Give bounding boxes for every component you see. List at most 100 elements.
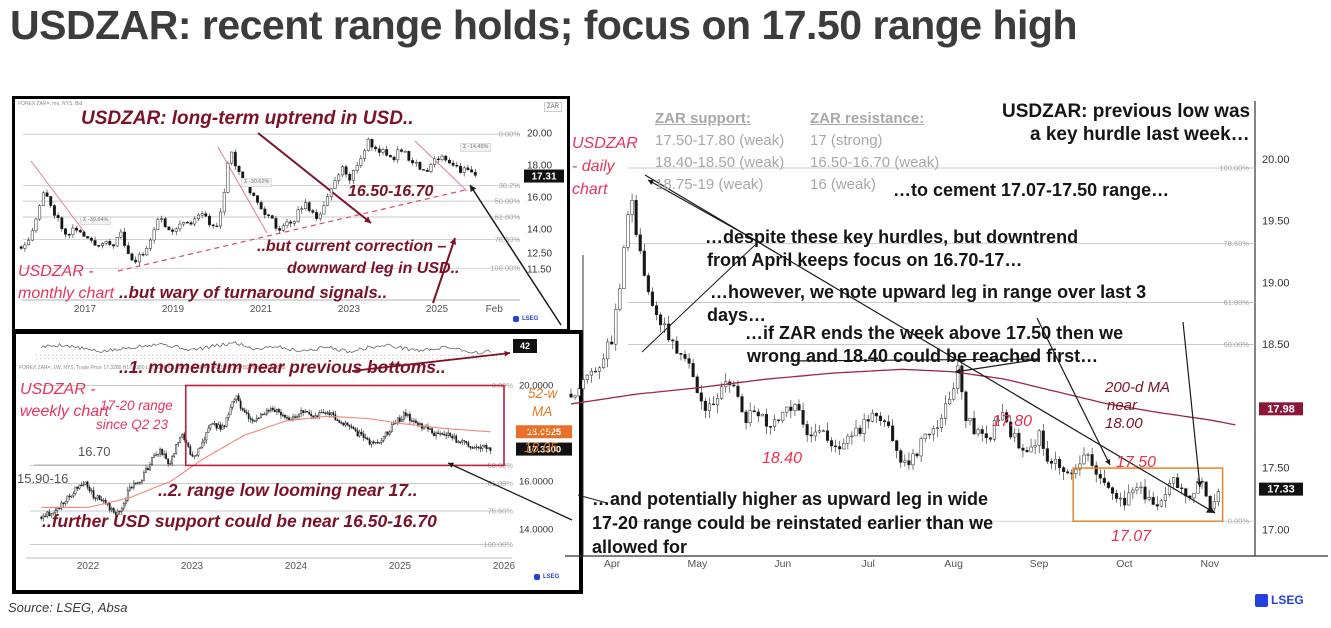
y-axis-tick: 14.00 (527, 225, 552, 236)
monthly-chart-label-line1: USDZAR - (18, 263, 94, 280)
weekly-annotation-range-line2: since Q2 23 (96, 417, 169, 432)
fib-label: 100.00% (490, 264, 520, 273)
lseg-glyph-icon (534, 574, 540, 580)
y-axis-tick: 20.0000 (519, 381, 553, 392)
y-axis-tick: 20.00 (1262, 154, 1290, 166)
currency-chip: ZAR (544, 102, 562, 112)
momentum-line (40, 341, 491, 355)
daily-annotation-however-line2: days… (707, 305, 767, 325)
x-axis-tick: 2022 (77, 561, 100, 572)
weekly-annotation-support: ..further USD support could be near 16.5… (42, 511, 437, 531)
monthly-annotation-correction-line2: downward leg in USD.. (287, 260, 460, 277)
monthly-annotation-range: 16.50-16.70 (348, 183, 434, 200)
weekly-level-1590: 15.90-16 (17, 471, 69, 486)
zar-support-header: ZAR support: (655, 110, 751, 127)
fib-label: 78.60% (1224, 239, 1250, 248)
monthly-chart-label-line2: monthly chart (18, 285, 115, 302)
fib-label: 100.00% (1219, 164, 1249, 173)
daily-ma-note-line3: 18.00 (1105, 415, 1143, 432)
x-axis-tick: 2025 (426, 304, 449, 315)
weekly-ma-note-line4: 18.05 (524, 440, 558, 455)
candles (569, 193, 1220, 512)
y-axis-tick: 20.00 (527, 129, 552, 140)
y-axis-tick: 17.50 (1262, 463, 1290, 475)
weekly-ma-legend: MA (52, close) 18.0525 (234, 365, 286, 371)
lseg-logo-small: LSEG (534, 574, 559, 580)
price-markers: 18.0525 17.3300 (516, 425, 572, 456)
y-axis-tick: 17.00 (1262, 524, 1290, 536)
moving-average-line (570, 368, 1236, 426)
zar-support-row: 17.50-17.80 (weak) (655, 132, 785, 149)
lseg-glyph-icon (513, 316, 519, 322)
daily-annotation-higher-line1: …and potentially higher as upward leg in… (592, 489, 989, 509)
weekly-candlestick-chart: 0.00%50.00%61.80%78.60%100.00%2022 2023 20… (26, 341, 573, 572)
y-axis: 20.0000 16.0000 14.0000 (519, 381, 553, 536)
weekly-ma-note-line2: MA (532, 404, 553, 419)
range-box (1072, 467, 1224, 522)
x-axis: Apr May Jun Jul Aug Sep Oct Nov (604, 558, 1220, 570)
y-axis-tick: 18.00 (527, 161, 552, 172)
zar-support-table: ZAR support: 17.50-17.80 (weak) 18.40-18… (655, 108, 784, 196)
monthly-annotation-wary: ..but wary of turnaround signals.. (119, 283, 388, 302)
fib-stat-chip: Σ -30.62% (241, 178, 273, 187)
monthly-annotation-correction-line1: ..but current correction – (257, 238, 447, 255)
zar-support-row: 18.40-18.50 (weak) (655, 154, 785, 171)
daily-level-1840: 18.40 (762, 450, 803, 467)
daily-annotation-cement: …to cement 17.07-17.50 range… (893, 180, 1170, 200)
x-axis-tick: 2026 (493, 561, 516, 572)
fib-label: 78.60% (488, 507, 514, 516)
moving-average-line (41, 415, 491, 508)
daily-level-1780: 17.80 (992, 413, 1033, 430)
x-axis-tick: Jun (774, 558, 791, 570)
fib-label: 61.80% (488, 479, 514, 488)
fib-retracement-lines: 100.00% 78.60% 61.80% 50.00% 0.00% (628, 164, 1255, 526)
daily-annotation-higher-line2: 17-20 range could be reinstated earlier … (592, 513, 994, 533)
y-axis-tick: 19.00 (1262, 277, 1290, 289)
x-axis: 2022 2023 2024 2025 2026 (77, 561, 516, 572)
source-note: Source: LSEG, Absa (8, 600, 128, 615)
y-axis: 20.00 19.50 19.00 18.50 17.50 17.00 (1262, 154, 1290, 536)
y-axis-tick: 18.50 (1262, 339, 1290, 351)
zar-resistance-row: 17 (strong) (810, 132, 883, 149)
daily-annotation-however-line1: …however, we note upward leg in range ov… (710, 282, 1147, 302)
analyst-drawings (351, 350, 573, 521)
x-axis-tick: Aug (944, 558, 963, 570)
daily-annotation-if-line2: wrong and 18.40 could be reached first… (747, 346, 1099, 366)
daily-candlestick-chart: 100.00% 78.60% 61.80% 50.00% 0.00% Apr May Jun J… (565, 101, 1328, 570)
daily-annotation-despite-line1: …despite these key hurdles, but downtren… (705, 227, 1079, 247)
weekly-annotation-range-line1: 17-20 range (100, 398, 173, 413)
y-axis-tick: 19.50 (1262, 216, 1290, 228)
weekly-chart-label-line2: weekly chart (20, 403, 109, 420)
price-markers: 17.31 (524, 169, 564, 183)
candles (19, 137, 477, 266)
price-marker: 17.98 (1267, 403, 1295, 415)
x-axis: 2017 2019 2021 2023 2025 Feb (74, 304, 503, 315)
daily-ma-note-line2: near (1107, 397, 1138, 414)
monthly-chart-panel: 0.00% 38.2% 50.00% 61.80% 78.60% 100.00% 2017 2… (12, 96, 570, 332)
momentum-value-badge: 42 (513, 339, 537, 353)
fib-label: 100.00% (483, 540, 513, 549)
price-marker: 17.3300 (527, 445, 561, 456)
fib-label: 50.00% (1224, 340, 1250, 349)
monthly-annotation-title: USDZAR: long-term uptrend in USD.. (81, 108, 414, 129)
x-axis-tick: Oct (1116, 558, 1132, 570)
y-axis-tick: 16.00 (527, 193, 552, 204)
zar-support-row: 18.75-19 (weak) (655, 176, 764, 193)
x-axis-tick: 2025 (389, 561, 412, 572)
zar-resistance-header: ZAR resistance: (810, 110, 925, 127)
x-axis-tick: 2017 (74, 304, 97, 315)
candles (40, 393, 492, 522)
lseg-logo-small: LSEG (513, 316, 538, 322)
zar-resistance-row: 16 (weak) (810, 176, 876, 193)
range-box (184, 384, 505, 467)
fib-label: 61.80% (495, 213, 521, 222)
analyst-drawings (30, 132, 562, 326)
price-marker: 17.31 (531, 172, 556, 183)
y-axis: 20.00 18.00 16.00 14.00 12.50 11.50 (527, 129, 552, 276)
x-axis-tick: Feb (486, 304, 504, 315)
x-axis-tick: 2023 (338, 304, 361, 315)
weekly-ticker-text: FOREX ZAR=, 1W, NYS, Trade Price 17.3280… (19, 365, 286, 371)
fib-label: 78.60% (495, 235, 521, 244)
zar-resistance-table: ZAR resistance: 17 (strong) 16.50-16.70 … (810, 108, 939, 196)
